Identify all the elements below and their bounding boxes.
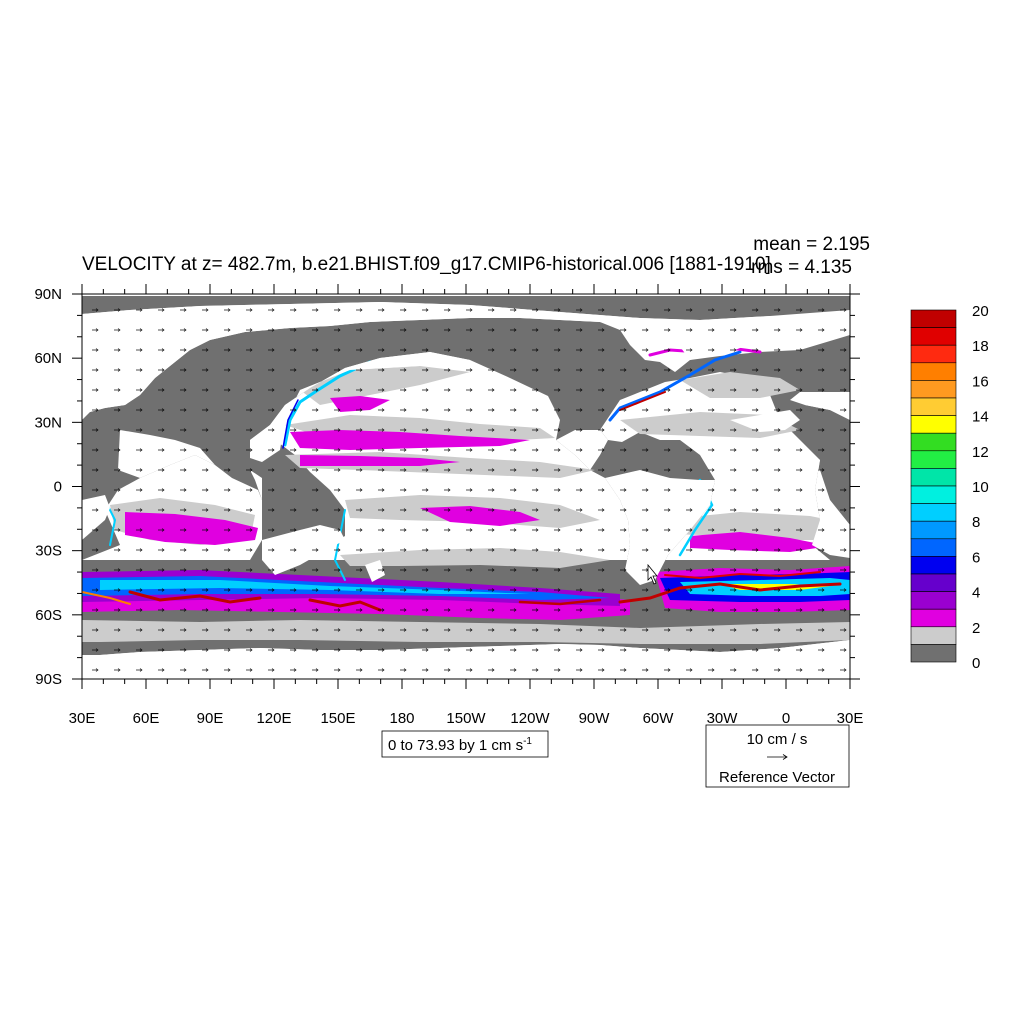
colorbar-swatch [910, 468, 957, 487]
colorbar-swatch [910, 608, 957, 628]
lon-label: 60E [133, 710, 160, 727]
map-axes: 90N 60N 30N 0 30S 60S 90S 30E 60E 90E 120E 150E 180 1… [34, 284, 863, 727]
colorbar-swatch [910, 362, 957, 381]
colorbar-swatch [910, 556, 957, 575]
colorbar-label: 6 [972, 549, 980, 566]
lat-label: 60N [34, 350, 62, 367]
colorbar-swatch [910, 644, 957, 663]
velocity-field [82, 294, 850, 679]
lon-label: 120W [510, 710, 550, 727]
lon-label: 30E [69, 710, 96, 727]
lon-label: 90E [197, 710, 224, 727]
colorbar-swatch [910, 397, 957, 416]
colorbar-swatch [910, 538, 957, 557]
colorbar-label: 18 [972, 338, 989, 355]
lon-label: 0 [782, 710, 790, 727]
colorbar-label: 20 [972, 303, 989, 320]
colorbar-swatch [910, 520, 957, 540]
colorbar-swatch [910, 591, 957, 610]
lat-label: 30N [34, 414, 62, 431]
colorbar-label: 16 [972, 373, 989, 390]
colorbar-swatch [910, 450, 957, 469]
map-title: VELOCITY at z= 482.7m, b.e21.BHIST.f09_g… [82, 254, 771, 275]
contour-info-box: 0 to 73.93 by 1 cm s-1 [381, 730, 549, 758]
lat-label: 90S [35, 671, 62, 688]
colorbar-label: 10 [972, 479, 989, 496]
colorbar-swatch [910, 626, 957, 645]
lon-label: 30E [837, 710, 864, 727]
velocity-vectors [82, 294, 850, 679]
lat-label: 30S [35, 543, 62, 560]
lon-label: 180 [389, 710, 414, 727]
reference-vector-magnitude: 10 cm / s [747, 731, 808, 748]
colorbar-swatch [910, 380, 957, 399]
colorbar-swatch [910, 573, 957, 592]
colorbar-label: 2 [972, 620, 980, 637]
reference-vector-arrow-icon [767, 754, 788, 760]
rms-stat: rms = 4.135 [751, 257, 852, 278]
lat-label: 60S [35, 607, 62, 624]
lon-label: 30W [707, 710, 739, 727]
colorbar-label: 4 [972, 585, 980, 602]
lat-label: 0 [54, 479, 62, 496]
lon-label: 120E [256, 710, 291, 727]
colorbar-swatch [910, 344, 957, 364]
lon-label: 60W [643, 710, 675, 727]
colorbar-swatch [910, 485, 957, 504]
lat-label: 90N [34, 286, 62, 303]
colorbar-swatch [910, 415, 957, 434]
reference-vector-box: 10 cm / s Reference Vector [705, 724, 850, 788]
lon-label: 150E [320, 710, 355, 727]
colorbar-swatch [910, 309, 957, 328]
colorbar-swatch [910, 503, 957, 522]
colorbar-swatch [910, 327, 957, 346]
lon-label: 90W [579, 710, 611, 727]
colorbar-label: 8 [972, 514, 980, 531]
colorbar-label: 12 [972, 444, 989, 461]
reference-vector-label: Reference Vector [719, 769, 835, 786]
lon-label: 150W [446, 710, 486, 727]
colorbar-swatch [910, 432, 957, 452]
mean-stat: mean = 2.195 [753, 234, 870, 255]
mouse-cursor-icon [647, 563, 658, 585]
contour-info-text: 0 to 73.93 by 1 cm s-1 [388, 736, 532, 754]
colorbar-label: 0 [972, 655, 980, 672]
colorbar-label: 14 [972, 409, 989, 426]
